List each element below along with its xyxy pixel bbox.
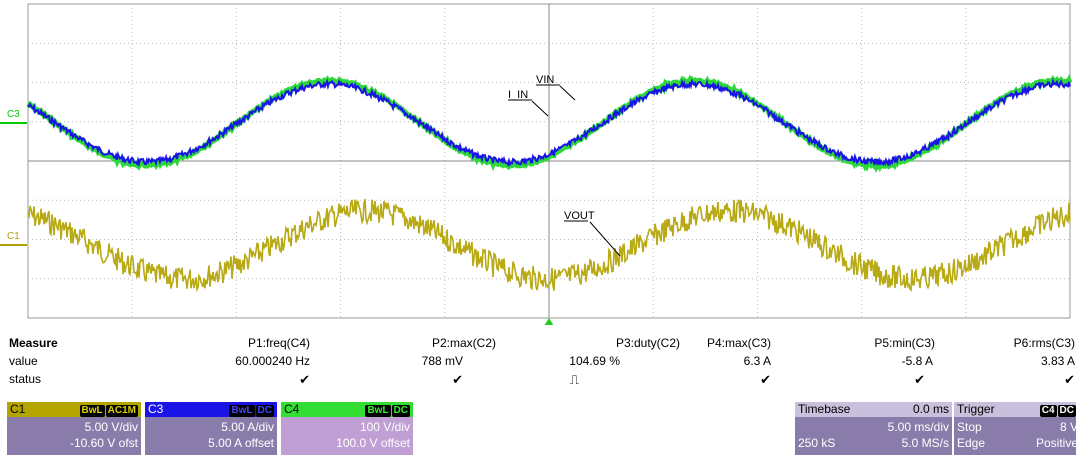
waveform-display[interactable]: C3 C1 VIN I_IN VOUT xyxy=(0,0,1076,325)
annotation-vin-leader xyxy=(559,85,576,101)
channel-title: C3 BwL DC xyxy=(145,402,277,417)
param-value-p4: 6.3 A xyxy=(743,354,771,368)
channel-panel-c4[interactable]: C4 BwL DC 100 V/div 100.0 V offset xyxy=(281,402,413,455)
annotation-iin-leader xyxy=(531,100,549,117)
trace-iin xyxy=(27,77,1071,168)
status-check-icon: ✔ xyxy=(914,372,925,387)
param-value-p3: 104.69 % xyxy=(569,354,620,368)
timebase-panel[interactable]: Timebase 0.0 ms 5.00 ms/div 250 kS 5.0 M… xyxy=(795,402,952,455)
status-check-icon: ✔ xyxy=(760,372,771,387)
param-value-p6: 3.83 A xyxy=(1040,354,1075,368)
channel-title: C4 BwL DC xyxy=(281,402,413,417)
param-value-p1: 60.000240 Hz xyxy=(235,354,310,368)
param-value-p2: 788 mV xyxy=(421,354,463,368)
volts-per-div: 5.00 V/div xyxy=(84,420,138,434)
ground-label: C3 xyxy=(7,109,20,120)
annotation-iin: I_IN xyxy=(508,89,528,101)
param-name-p6[interactable]: P6:rms(C3) xyxy=(1013,336,1075,350)
offset-value: 5.00 A offset xyxy=(208,436,274,450)
param-name-p3[interactable]: P3:duty(C2) xyxy=(615,336,680,350)
time-per-div: 5.00 ms/div xyxy=(887,420,949,434)
measure-header: Measure xyxy=(9,336,58,350)
waveform-grid: C3 C1 VIN I_IN VOUT xyxy=(0,3,1073,325)
param-value-p5: -5.8 A xyxy=(901,354,933,368)
ground-label: C1 xyxy=(7,231,20,242)
measure-table: Measure P1:freq(C4) P2:max(C2) P3:duty(C… xyxy=(0,330,1076,400)
param-name-p4[interactable]: P4:max(C3) xyxy=(706,336,771,350)
offset-value: 100.0 V offset xyxy=(336,436,410,450)
status-check-icon: ✔ xyxy=(452,372,463,387)
coupling-badge: DC xyxy=(391,405,410,417)
trigger-panel[interactable]: Trigger C4 DC Stop 8 V Edge Positive xyxy=(954,402,1076,455)
trigger-coupling-badge: DC xyxy=(1057,405,1076,417)
status-check-icon: ✔ xyxy=(1064,372,1075,387)
coupling-badge: AC1M xyxy=(105,405,138,417)
sample-rate: 5.0 MS/s xyxy=(901,436,949,450)
channel-id: C3 xyxy=(148,402,164,416)
annotation-vout-leader xyxy=(589,221,621,257)
timebase-label: Timebase xyxy=(798,402,851,416)
status-row-label: status xyxy=(9,372,42,386)
timebase-title: Timebase 0.0 ms xyxy=(795,402,952,417)
offset-value: -10.60 V ofst xyxy=(69,436,138,450)
trigger-slope: Positive xyxy=(1035,436,1076,450)
trigger-title: Trigger C4 DC xyxy=(954,402,1076,417)
sample-count: 250 kS xyxy=(798,436,836,450)
param-name-p1[interactable]: P1:freq(C4) xyxy=(247,336,310,350)
bandwidth-limit-badge: BwL xyxy=(79,405,105,417)
param-name-p5[interactable]: P5:min(C3) xyxy=(874,336,935,350)
bandwidth-limit-badge: BwL xyxy=(365,405,391,417)
status-pulse-icon: ⎍ xyxy=(569,372,579,387)
value-row-label: value xyxy=(9,354,38,368)
trigger-level: 8 V xyxy=(1059,420,1076,434)
param-name-p2[interactable]: P2:max(C2) xyxy=(431,336,496,350)
channel-panel-c1[interactable]: C1 BwL AC1M 5.00 V/div -10.60 V ofst xyxy=(7,402,141,455)
timebase-delay: 0.0 ms xyxy=(912,402,949,416)
channel-title: C1 BwL AC1M xyxy=(7,402,141,417)
trace-vout xyxy=(27,198,1071,293)
annotation-vout: VOUT xyxy=(564,210,595,222)
channel-id: C1 xyxy=(10,402,26,416)
trigger-source-badge: C4 xyxy=(1039,405,1057,417)
trigger-position-marker xyxy=(544,318,554,325)
bandwidth-limit-badge: BwL xyxy=(229,405,255,417)
trigger-label: Trigger xyxy=(957,402,995,416)
trigger-mode: Stop xyxy=(957,420,982,434)
channel-id: C4 xyxy=(284,402,300,416)
channel-panel-c3[interactable]: C3 BwL DC 5.00 A/div 5.00 A offset xyxy=(145,402,277,455)
coupling-badge: DC xyxy=(255,405,274,417)
annotation-vin: VIN xyxy=(536,74,554,86)
trigger-type: Edge xyxy=(957,436,986,450)
volts-per-div: 100 V/div xyxy=(359,420,410,434)
amps-per-div: 5.00 A/div xyxy=(221,420,274,434)
status-check-icon: ✔ xyxy=(299,372,310,387)
